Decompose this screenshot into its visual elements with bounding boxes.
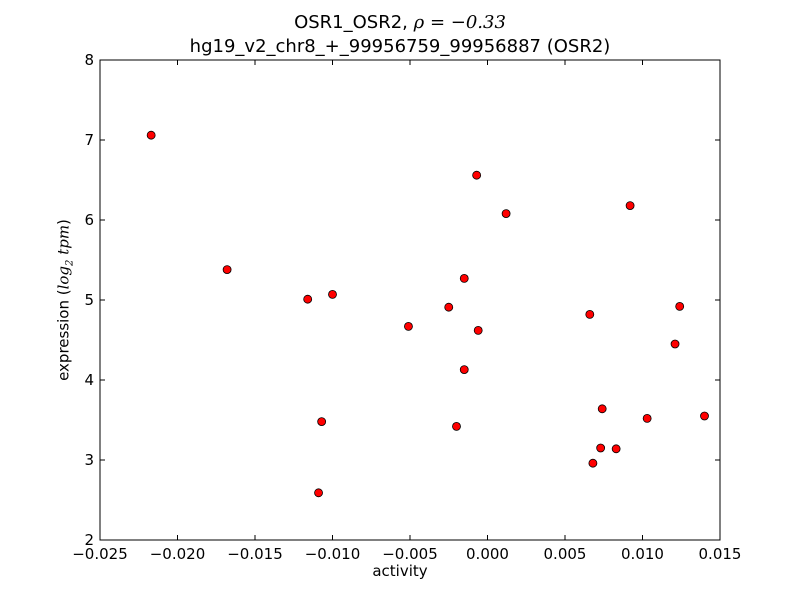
x-tick-label: −0.020 (150, 545, 206, 563)
x-tick-label: 0.005 (544, 545, 587, 563)
x-tick-label: 0.015 (699, 545, 742, 563)
data-point (459, 365, 469, 375)
x-tick-label: −0.025 (72, 545, 128, 563)
data-point (314, 488, 323, 498)
data-point (585, 309, 595, 319)
x-tick-label: −0.010 (305, 545, 361, 563)
data-point (303, 294, 313, 304)
data-point (700, 411, 709, 421)
data-point (222, 265, 232, 275)
x-tick-label: 0.010 (621, 545, 664, 563)
data-point (404, 321, 413, 331)
data-point (625, 201, 635, 211)
x-tick-label: −0.015 (227, 545, 283, 563)
data-point (611, 444, 621, 454)
data-point (588, 458, 598, 468)
data-point (596, 443, 606, 453)
data-point (452, 421, 461, 431)
data-point (459, 273, 469, 283)
data-point (501, 209, 511, 219)
y-tick-label: 6 (84, 211, 94, 229)
x-axis-label: activity (372, 562, 428, 580)
y-tick-label: 4 (84, 371, 94, 389)
y-tick-label: 2 (84, 531, 94, 549)
plot-frame (99, 59, 721, 541)
data-point (675, 301, 685, 311)
data-point (597, 404, 607, 414)
data-point (444, 302, 454, 312)
y-tick-label: 3 (84, 451, 94, 469)
data-point (473, 325, 483, 335)
chart-title-line1: OSR1_OSR2, ρ = −0.33 (294, 12, 506, 33)
y-tick-label: 8 (84, 51, 94, 69)
y-axis-label: expression (log2 tpm) (54, 219, 76, 381)
data-point (670, 339, 680, 349)
x-tick-label: 0.000 (466, 545, 509, 563)
data-point (328, 289, 337, 299)
x-tick-label: −0.005 (382, 545, 438, 563)
chart-title-line2: hg19_v2_chr8_+_99956759_99956887 (OSR2) (189, 36, 611, 57)
data-point (642, 413, 652, 423)
data-point (146, 130, 156, 140)
data-point (317, 417, 327, 427)
data-point (472, 170, 482, 180)
y-tick-label: 5 (84, 291, 94, 309)
y-tick-label: 7 (84, 131, 94, 149)
